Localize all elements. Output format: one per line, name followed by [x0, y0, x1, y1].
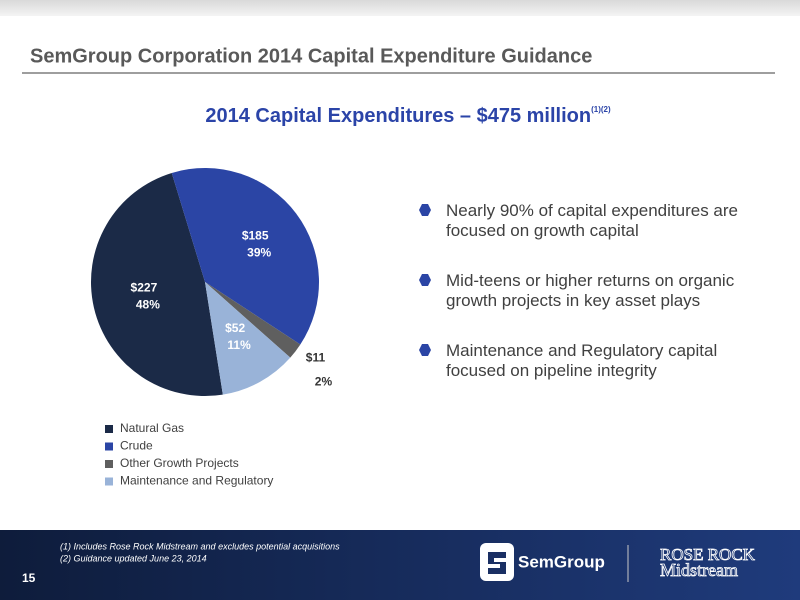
chart-title-text: 2014 Capital Expenditures – $475 million: [205, 105, 591, 127]
page-number: 15: [22, 571, 36, 585]
footnote: (1) Includes Rose Rock Midstream and exc…: [60, 541, 340, 551]
bullet: Nearly 90% of capital expenditures are f…: [419, 201, 776, 241]
logo-text: ROSE ROCK: [660, 545, 756, 564]
slice-value-label: $227: [131, 280, 158, 294]
chart-title-superscript: (1)(2): [591, 105, 611, 114]
legend-label: Maintenance and Regulatory: [120, 474, 273, 488]
chart-title: 2014 Capital Expenditures – $475 million…: [205, 105, 611, 127]
pie-slice: [205, 282, 301, 358]
slice-value-label: $185: [242, 229, 269, 243]
legend-swatch: [105, 442, 113, 451]
legend-label: Other Growth Projects: [120, 456, 239, 470]
legend-swatch: [105, 477, 113, 486]
bullet-text: Nearly 90% of capital expenditures are f…: [446, 201, 738, 240]
slice-percent-label: 39%: [247, 246, 271, 260]
bullet: Maintenance and Regulatory capital focus…: [419, 341, 776, 381]
bullet-text: Mid-teens or higher returns on organic g…: [446, 271, 735, 310]
logo-glyph: [488, 552, 506, 574]
bullet: Mid-teens or higher returns on organic g…: [419, 271, 776, 311]
legend-label: Natural Gas: [120, 421, 184, 435]
bullet-icon: [419, 204, 431, 216]
slice-percent-label: 2%: [315, 375, 333, 389]
semgroup-logo: SemGroup: [480, 543, 605, 581]
pie-slice: [171, 168, 319, 345]
bullet-icon: [419, 344, 431, 356]
logo-text: SemGroup: [518, 552, 605, 571]
logo-text: Midstream: [660, 560, 738, 580]
slice-value-label: $11: [306, 351, 326, 365]
pie-slice: [205, 282, 291, 395]
slide-title: SemGroup Corporation 2014 Capital Expend…: [30, 45, 592, 67]
footnote: (2) Guidance updated June 23, 2014: [60, 553, 207, 563]
top-band: [0, 0, 800, 16]
footer-band: [0, 530, 800, 600]
bullet-icon: [419, 274, 431, 286]
legend-label: Crude: [120, 439, 153, 453]
slice-percent-label: 48%: [136, 297, 160, 311]
slice-value-label: $52: [225, 321, 245, 335]
legend-swatch: [105, 425, 113, 433]
slice-percent-label: 11%: [227, 338, 251, 352]
legend-swatch: [105, 460, 113, 468]
pie-slice: [90, 172, 223, 397]
bullet-text: Maintenance and Regulatory capital focus…: [446, 341, 718, 380]
